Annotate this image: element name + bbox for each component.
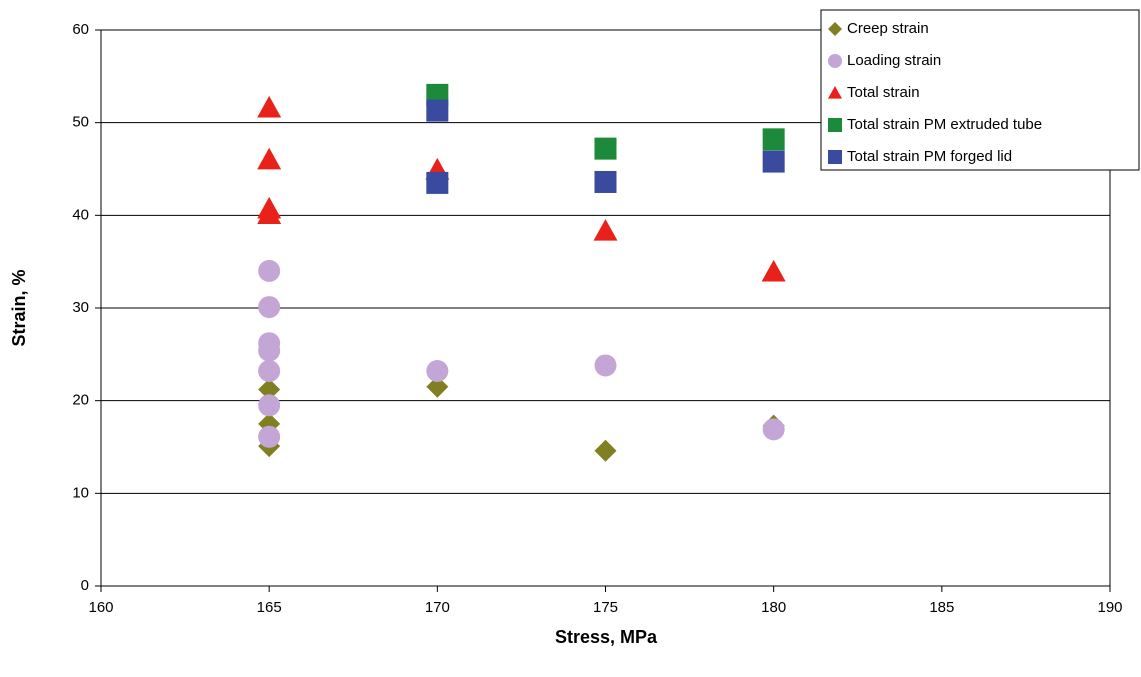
data-point (258, 296, 281, 319)
data-point (426, 375, 449, 398)
data-point (258, 360, 281, 383)
data-point (762, 150, 785, 173)
x-tick-label: 190 (1097, 599, 1122, 616)
legend-marker (828, 22, 842, 36)
legend-label: Total strain PM forged lid (847, 148, 1012, 165)
legend-label: Total strain PM extruded tube (847, 116, 1042, 133)
legend-label: Loading strain (847, 52, 941, 69)
y-tick-label: 0 (81, 577, 89, 594)
y-tick-label: 20 (72, 392, 89, 409)
y-tick-label: 10 (72, 484, 89, 501)
legend-label: Total strain (847, 84, 920, 101)
data-point (426, 360, 449, 383)
y-axis-title: Strain, % (9, 269, 29, 346)
data-point (258, 259, 281, 282)
x-tick-label: 170 (425, 599, 450, 616)
y-tick-label: 60 (72, 21, 89, 38)
data-point (258, 394, 281, 417)
data-point (594, 439, 617, 462)
data-point (761, 259, 786, 282)
data-point (594, 137, 617, 160)
data-point (594, 170, 617, 193)
data-point (762, 418, 785, 441)
data-point (762, 128, 785, 151)
data-point (594, 354, 617, 377)
data-point (426, 171, 449, 194)
data-point (257, 95, 282, 118)
x-tick-label: 175 (593, 599, 618, 616)
data-point (257, 202, 282, 225)
y-tick-label: 30 (72, 299, 89, 316)
data-point (258, 339, 281, 362)
data-point (258, 425, 281, 448)
data-point (258, 378, 281, 401)
data-point (257, 147, 282, 170)
legend-box (820, 9, 1140, 171)
x-axis-title: Stress, MPa (555, 627, 658, 647)
x-tick-label: 180 (761, 599, 786, 616)
data-point (593, 219, 618, 241)
legend-marker (828, 86, 842, 99)
x-tick-label: 165 (257, 599, 282, 616)
x-tick-label: 185 (929, 599, 954, 616)
legend-marker (828, 118, 842, 132)
y-tick-label: 50 (72, 114, 89, 131)
legend-label: Creep strain (847, 20, 929, 37)
legend-marker (828, 54, 842, 68)
data-point (426, 99, 449, 122)
y-tick-label: 40 (72, 206, 89, 223)
legend-marker (828, 150, 842, 164)
x-tick-label: 160 (88, 599, 113, 616)
